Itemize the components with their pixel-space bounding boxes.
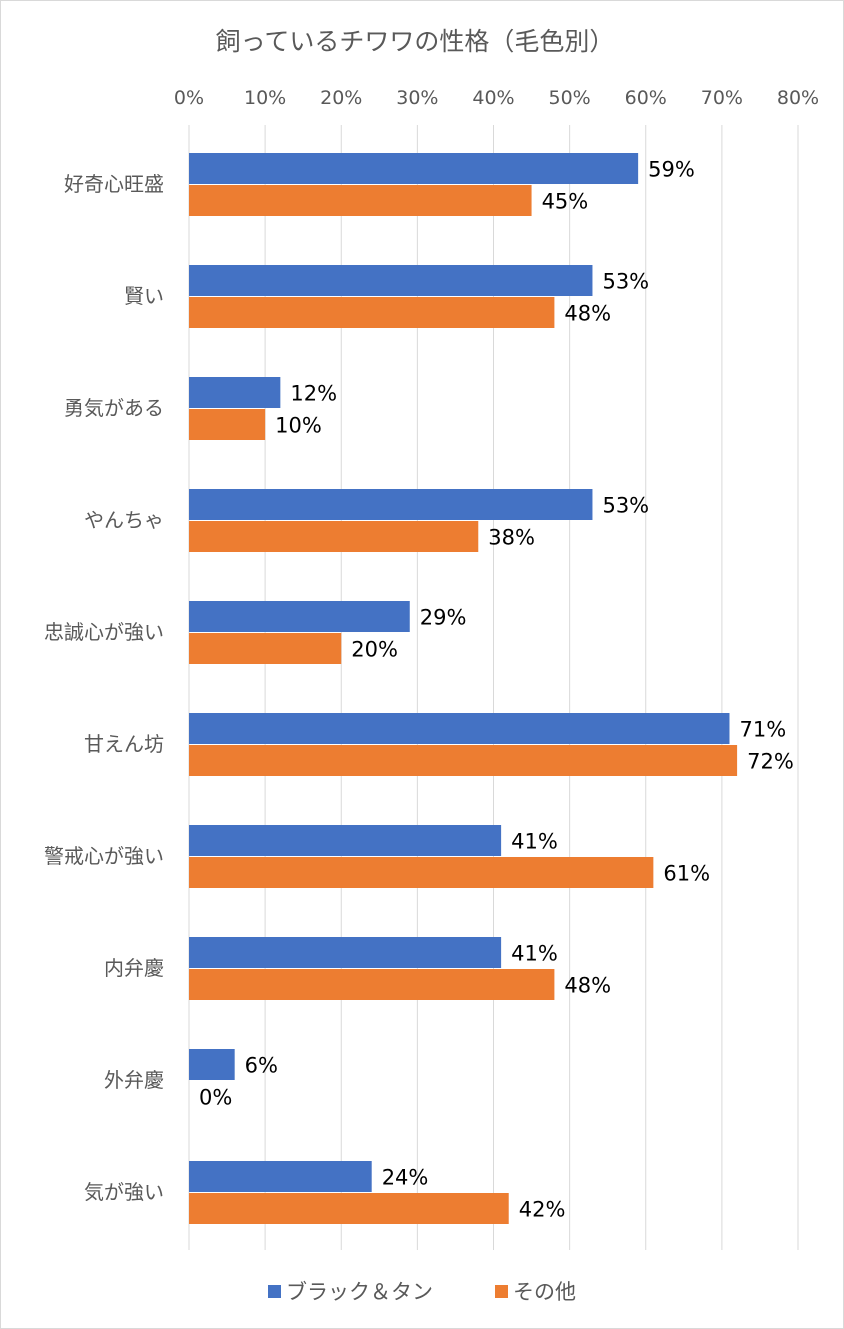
data-label: 71%: [739, 718, 786, 742]
bar-other: [189, 857, 654, 888]
x-tick-label: 80%: [777, 87, 819, 109]
bar-black-tan: [189, 937, 502, 968]
data-label: 29%: [420, 606, 467, 630]
chart-title: 飼っているチワワの性格（毛色別）: [216, 27, 615, 56]
category-label: 警戒心が強い: [44, 844, 164, 868]
data-label: 48%: [564, 302, 611, 326]
x-tick-label: 10%: [244, 87, 286, 109]
x-tick-label: 0%: [174, 87, 204, 109]
data-label: 6%: [245, 1054, 278, 1078]
bar-black-tan: [189, 265, 593, 296]
bar-black-tan: [189, 825, 502, 856]
bar-black-tan: [189, 1161, 372, 1192]
x-tick-label: 30%: [396, 87, 438, 109]
data-label: 53%: [602, 494, 649, 518]
category-label: 賢い: [124, 284, 164, 308]
x-tick-label: 40%: [472, 87, 514, 109]
legend-swatch: [268, 1285, 281, 1298]
legend-label: その他: [513, 1280, 576, 1304]
bar-black-tan: [189, 377, 281, 408]
bar-other: [189, 969, 555, 1000]
bar-other: [189, 409, 266, 440]
data-label: 45%: [542, 190, 589, 214]
data-label: 10%: [275, 414, 322, 438]
category-label: 甘えん坊: [84, 732, 164, 756]
data-label: 72%: [747, 750, 794, 774]
legend-swatch: [495, 1285, 508, 1298]
bar-other: [189, 1193, 509, 1224]
bar-other: [189, 297, 555, 328]
bar-other: [189, 633, 342, 664]
category-label: 気が強い: [84, 1180, 164, 1204]
bar-black-tan: [189, 153, 639, 184]
bar-other: [189, 521, 479, 552]
data-label: 0%: [199, 1086, 232, 1110]
x-tick-label: 50%: [549, 87, 591, 109]
data-label: 48%: [564, 974, 611, 998]
x-tick-label: 60%: [625, 87, 667, 109]
x-tick-label: 70%: [701, 87, 743, 109]
bar-black-tan: [189, 713, 730, 744]
x-tick-label: 20%: [320, 87, 362, 109]
bar-other: [189, 185, 532, 216]
data-label: 41%: [511, 942, 558, 966]
legend-label: ブラック＆タン: [286, 1280, 433, 1304]
data-label: 38%: [488, 526, 535, 550]
category-label: 内弁慶: [104, 956, 164, 980]
data-label: 61%: [663, 862, 710, 886]
data-label: 59%: [648, 158, 695, 182]
data-label: 24%: [382, 1166, 429, 1190]
category-label: 忠誠心が強い: [44, 620, 164, 644]
category-label: 勇気がある: [64, 396, 164, 420]
category-label: やんちゃ: [84, 508, 164, 532]
bar-black-tan: [189, 1049, 235, 1080]
bar-black-tan: [189, 489, 593, 520]
data-label: 42%: [519, 1198, 566, 1222]
bar-other: [189, 745, 738, 776]
category-label: 好奇心旺盛: [64, 172, 164, 196]
data-label: 41%: [511, 830, 558, 854]
data-label: 53%: [602, 270, 649, 294]
bar-black-tan: [189, 601, 410, 632]
data-label: 20%: [351, 638, 398, 662]
category-label: 外弁慶: [104, 1068, 164, 1092]
data-label: 12%: [290, 382, 337, 406]
